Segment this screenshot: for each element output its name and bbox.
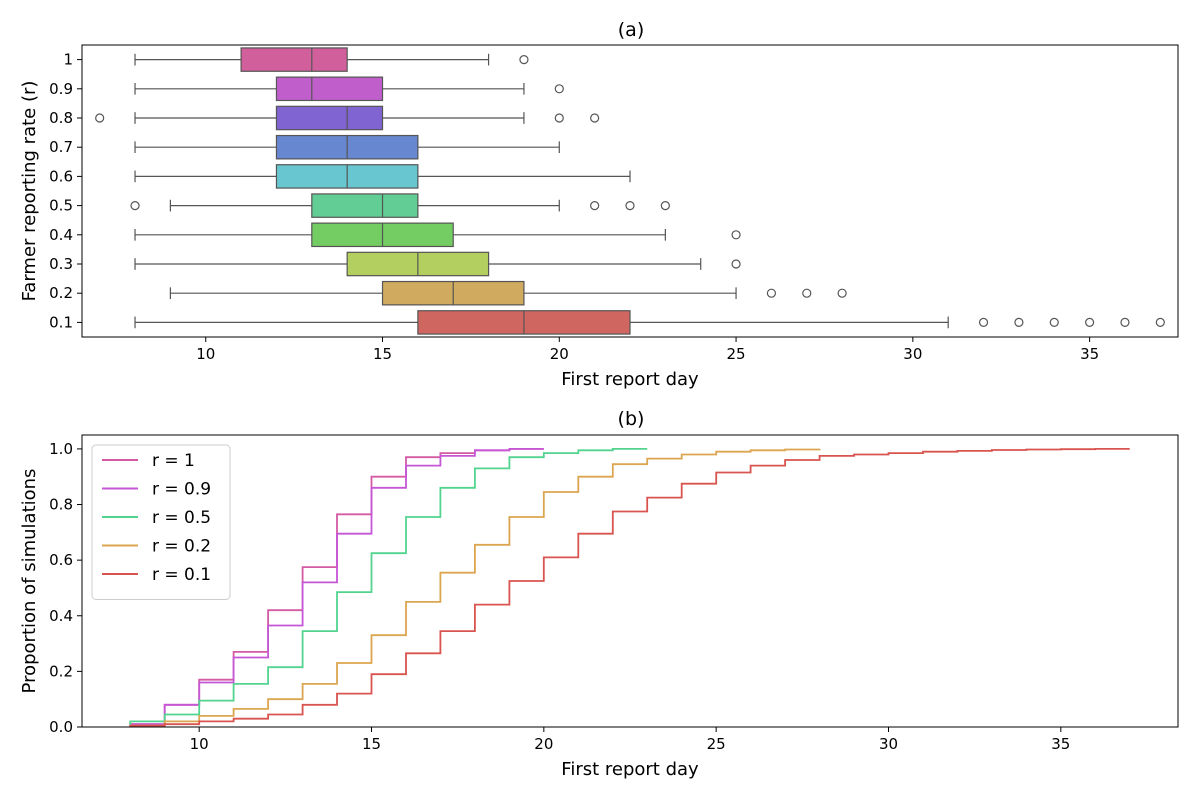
outlier-point [95, 113, 105, 123]
box-r-0.3 [134, 251, 741, 277]
box-iqr [311, 193, 419, 218]
y-tick-label: 0.4 [49, 607, 73, 625]
box-iqr [240, 47, 348, 72]
panel-b-series-lines [129, 448, 1130, 727]
box-r-0.7 [134, 134, 560, 160]
series-line-r-0.2 [129, 448, 821, 727]
panel-a-x-axis-label: First report day [561, 369, 699, 390]
panel-b-x-ticks: 10 15 20 25 30 35 [190, 727, 1070, 753]
outlier-point [590, 201, 600, 211]
outlier-point [978, 317, 989, 327]
panel-b-axes-frame [81, 434, 1179, 728]
outlier-point [554, 84, 564, 94]
panel-a-x-ticks: 10 15 20 25 30 35 [196, 337, 1099, 363]
outlier-point [554, 113, 564, 123]
panel-b-x-axis-label: First report day [561, 759, 699, 780]
x-tick-label: 35 [1080, 345, 1099, 363]
legend-entry: r = 0.2 [102, 537, 211, 557]
y-tick-label: 0.9 [49, 80, 73, 98]
box-iqr [275, 105, 384, 131]
y-tick-label: 0.4 [49, 226, 73, 244]
box-r-1 [134, 47, 529, 72]
outlier-point [590, 113, 600, 123]
y-tick-label: 0.6 [49, 551, 73, 569]
outlier-point [1120, 317, 1130, 327]
y-tick-label: 0.7 [49, 138, 73, 156]
x-tick-label: 30 [903, 345, 922, 363]
panel-a-boxplot: (a) 10 15 20 25 30 35 1 0.9 0.8 0.7 0.6 0.5 0.4 0.3 0… [19, 19, 1179, 390]
y-tick-label: 1 [63, 51, 73, 69]
x-tick-label: 20 [550, 345, 569, 363]
x-tick-label: 25 [727, 345, 746, 363]
y-tick-label: 0.3 [49, 255, 73, 273]
box-r-0.9 [134, 76, 564, 102]
outlier-point [731, 259, 741, 269]
x-tick-label: 30 [879, 735, 898, 753]
panel-a-y-ticks: 1 0.9 0.8 0.7 0.6 0.5 0.4 0.3 0.2 0.1 [49, 51, 82, 331]
x-tick-label: 25 [707, 735, 726, 753]
box-r-0.6 [134, 164, 631, 189]
x-tick-label: 10 [190, 735, 209, 753]
series-line-r-0.1 [129, 448, 1130, 727]
y-tick-label: 0.0 [49, 718, 73, 736]
panel-a-title: (a) [618, 19, 644, 41]
legend-label: r = 1 [152, 451, 195, 471]
outlier-point [1014, 317, 1024, 327]
outlier-point [837, 288, 847, 298]
x-tick-label: 15 [373, 345, 392, 363]
x-tick-label: 10 [196, 345, 215, 363]
panel-b-ecdf: (b) 10 15 20 25 30 35 0.0 0.2 0.4 0.6 0.8 1.0 r = … [19, 408, 1179, 780]
panel-a-axes-frame [81, 44, 1179, 338]
box-iqr [275, 76, 384, 102]
y-tick-label: 0.1 [49, 313, 73, 331]
y-tick-label: 0.2 [49, 662, 73, 680]
box-r-0.4 [134, 222, 741, 248]
x-tick-label: 35 [1051, 735, 1070, 753]
panel-b-y-axis-label: Proportion of simulations [19, 469, 40, 694]
panel-b-y-ticks: 0.0 0.2 0.4 0.6 0.8 1.0 [49, 440, 82, 736]
box-r-0.1 [134, 310, 1165, 335]
series-line-r-0.5 [129, 448, 648, 727]
y-tick-label: 0.8 [49, 496, 73, 514]
outlier-point [731, 230, 741, 240]
legend-label: r = 0.1 [152, 565, 211, 585]
legend-entry: r = 0.5 [102, 508, 211, 528]
panel-a-y-axis-label: Farmer reporting rate (r) [19, 81, 40, 302]
x-tick-label: 20 [534, 735, 553, 753]
y-tick-label: 0.2 [49, 284, 73, 302]
outlier-point [625, 201, 635, 211]
y-tick-label: 0.5 [49, 197, 73, 215]
y-tick-label: 0.8 [49, 109, 73, 127]
legend-entry: r = 0.1 [102, 565, 211, 585]
box-r-0.8 [95, 105, 600, 131]
box-r-0.5 [130, 193, 670, 218]
outlier-point [1085, 317, 1095, 327]
x-tick-label: 15 [362, 735, 381, 753]
panel-b-title: (b) [618, 408, 645, 430]
outlier-point [1155, 317, 1165, 327]
legend-label: r = 0.2 [152, 537, 211, 557]
outlier-point [130, 201, 140, 211]
outlier-point [519, 54, 529, 65]
legend-label: r = 0.9 [152, 480, 211, 500]
outlier-point [1049, 317, 1059, 327]
panel-b-legend: r = 1 r = 0.9 r = 0.5 r = 0.2 r = 0.1 [91, 444, 231, 600]
panel-a-boxes [95, 47, 1165, 335]
outlier-point [660, 201, 670, 211]
y-tick-label: 1.0 [49, 440, 73, 458]
legend-entry: r = 0.9 [102, 480, 211, 500]
box-r-0.2 [169, 280, 847, 306]
outlier-point [802, 288, 812, 298]
outlier-point [766, 288, 777, 298]
legend-box [91, 444, 231, 600]
legend-label: r = 0.5 [152, 508, 211, 528]
y-tick-label: 0.6 [49, 167, 73, 185]
legend-entry: r = 1 [102, 451, 195, 471]
